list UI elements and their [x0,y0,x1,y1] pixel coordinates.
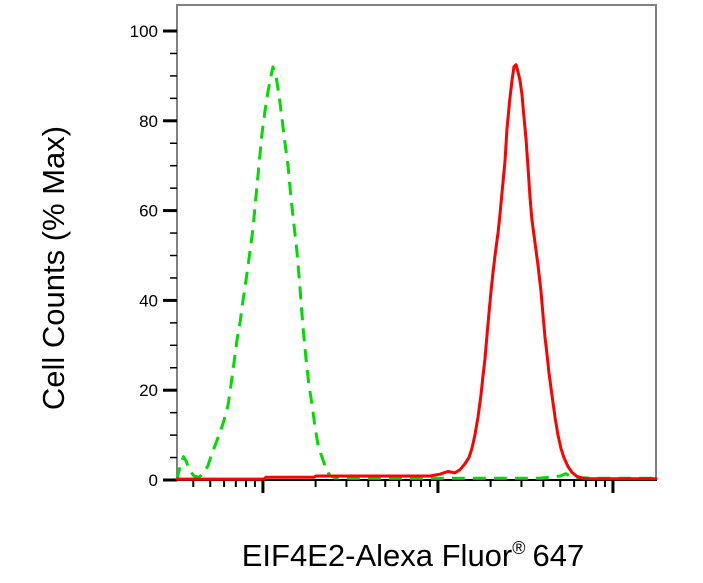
y-tick-label: 100 [130,22,158,41]
red-solid-curve [175,63,658,481]
y-tick-label: 60 [139,202,158,221]
y-tick-label: 20 [139,381,158,400]
x-axis-title-suffix: 647 [533,538,585,573]
y-axis-tick-labels: 0 20 40 60 80 100 [130,22,158,490]
y-axis-title: Cell Counts (% Max) [36,126,71,410]
x-axis-ticks [192,481,615,493]
y-tick-label: 40 [139,291,158,310]
y-axis-ticks [163,29,177,482]
x-axis-title-main: EIF4E2-Alexa Fluor [242,538,513,573]
x-axis-title: EIF4E2-Alexa Fluor® 647 [242,538,585,573]
green-dashed-curve [175,65,656,481]
y-tick-label: 80 [139,112,158,131]
y-tick-label: 0 [149,471,158,490]
registered-trademark-icon: ® [512,538,525,558]
